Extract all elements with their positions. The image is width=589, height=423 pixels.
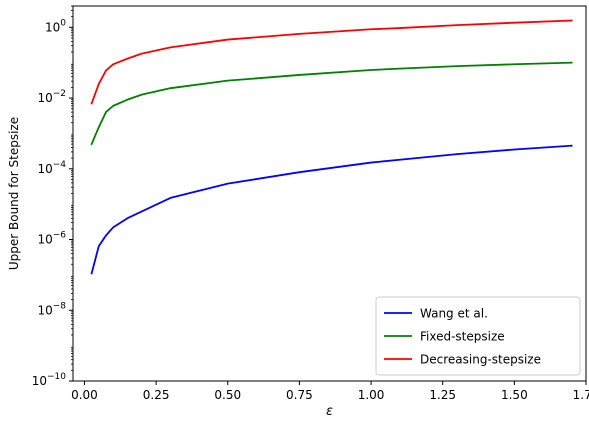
x-tick-label: 0.75 (286, 388, 313, 402)
legend-label: Decreasing-stepsize (420, 353, 541, 367)
x-tick-label: 1.25 (429, 388, 456, 402)
y-tick-label: 10−4 (37, 160, 66, 176)
x-tick-label: 0.50 (214, 388, 241, 402)
series-line-1 (90, 144, 573, 275)
legend-label: Fixed-stepsize (420, 330, 505, 344)
x-tick-label: 1.00 (358, 388, 385, 402)
x-tick-label: 1.75 (573, 388, 589, 402)
legend: Wang et al. Fixed-stepsize Decreasing-step… (375, 296, 581, 376)
series-layer (90, 19, 573, 275)
x-tick-label: 0.25 (143, 388, 170, 402)
series-line-2 (90, 61, 573, 146)
y-tick-label: 100 (45, 18, 66, 34)
x-tick-label: 1.50 (501, 388, 528, 402)
y-axis-label: Upper Bound for Stepsize (7, 117, 21, 270)
y-tick-label: 10−2 (37, 89, 66, 105)
y-tick-label: 10−10 (32, 372, 67, 388)
legend-label: Wang et al. (420, 307, 488, 321)
legend-box (375, 296, 581, 376)
x-axis-label: ε (326, 404, 333, 419)
y-tick-label: 10−8 (37, 301, 66, 317)
series-line-3 (90, 19, 573, 105)
x-tick-label: 0.00 (71, 388, 98, 402)
y-tick-label: 10−6 (37, 231, 66, 247)
axes-layer: 0.00 0.25 0.50 0.75 1.00 1.25 1.50 1.75 10−10 10−… (7, 5, 589, 419)
